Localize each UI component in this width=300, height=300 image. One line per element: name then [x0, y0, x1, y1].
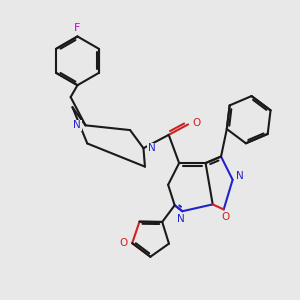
Text: O: O	[119, 238, 128, 248]
Text: F: F	[74, 22, 81, 32]
Text: N: N	[177, 214, 185, 224]
Text: N: N	[73, 120, 81, 130]
Text: N: N	[236, 171, 244, 181]
Text: O: O	[192, 118, 200, 128]
Text: N: N	[148, 143, 156, 153]
Text: O: O	[221, 212, 230, 222]
